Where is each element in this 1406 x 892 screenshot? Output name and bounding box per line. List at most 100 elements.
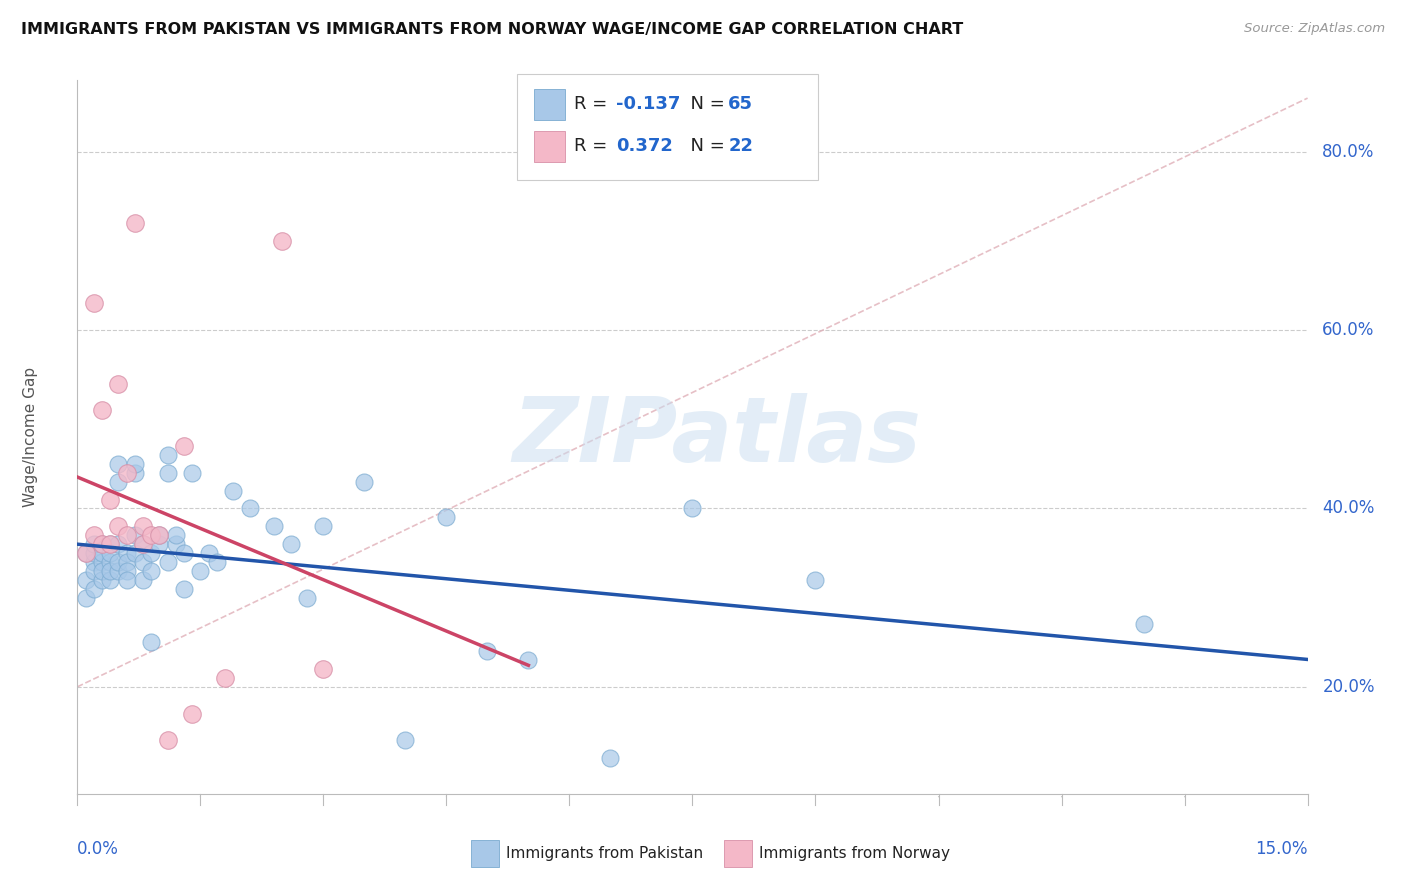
Text: 22: 22 <box>728 137 754 155</box>
Point <box>173 582 195 596</box>
Point <box>132 573 155 587</box>
Text: 60.0%: 60.0% <box>1323 321 1375 339</box>
Text: R =: R = <box>574 95 613 113</box>
Point <box>165 537 187 551</box>
Point <box>75 591 97 605</box>
Point <box>239 501 262 516</box>
Point <box>83 528 105 542</box>
Point <box>90 555 114 569</box>
Point <box>90 403 114 417</box>
Point <box>181 466 204 480</box>
Text: 0.372: 0.372 <box>616 137 672 155</box>
Point <box>124 546 146 560</box>
Point <box>90 564 114 578</box>
Point <box>115 546 138 560</box>
Point <box>222 483 245 498</box>
Text: 15.0%: 15.0% <box>1256 840 1308 858</box>
Point <box>682 501 704 516</box>
Point <box>312 662 335 676</box>
Point <box>124 216 146 230</box>
Point <box>107 457 129 471</box>
Text: N =: N = <box>679 95 731 113</box>
Point <box>83 582 105 596</box>
Point <box>436 510 458 524</box>
Point <box>75 546 97 560</box>
Point <box>98 555 121 569</box>
Text: R =: R = <box>574 137 613 155</box>
Point <box>107 376 129 391</box>
Point <box>214 671 236 685</box>
Point <box>205 555 228 569</box>
Text: Immigrants from Pakistan: Immigrants from Pakistan <box>506 847 703 861</box>
Point <box>90 537 114 551</box>
Point <box>98 564 121 578</box>
Point <box>98 537 121 551</box>
Point <box>280 537 302 551</box>
Point <box>1132 617 1154 632</box>
Point <box>295 591 318 605</box>
Point <box>98 492 121 507</box>
Point <box>173 439 195 453</box>
Point <box>141 635 163 649</box>
Text: IMMIGRANTS FROM PAKISTAN VS IMMIGRANTS FROM NORWAY WAGE/INCOME GAP CORRELATION C: IMMIGRANTS FROM PAKISTAN VS IMMIGRANTS F… <box>21 22 963 37</box>
Point <box>115 466 138 480</box>
Point <box>132 555 155 569</box>
Point <box>115 555 138 569</box>
Point <box>188 564 212 578</box>
Text: Wage/Income Gap: Wage/Income Gap <box>22 367 38 508</box>
Point <box>599 751 621 765</box>
Point <box>132 519 155 533</box>
Point <box>90 537 114 551</box>
Point <box>90 573 114 587</box>
Point <box>173 546 195 560</box>
Point <box>132 537 155 551</box>
Point <box>156 448 179 462</box>
Point <box>83 296 105 310</box>
Point <box>98 537 121 551</box>
Point <box>124 466 146 480</box>
Point <box>107 555 129 569</box>
Point <box>477 644 499 658</box>
Point <box>165 528 187 542</box>
Point <box>75 546 97 560</box>
Point <box>141 546 163 560</box>
Point <box>156 466 179 480</box>
Point <box>107 537 129 551</box>
Point <box>107 475 129 489</box>
Point <box>804 573 827 587</box>
Point <box>271 234 294 248</box>
Point <box>75 573 97 587</box>
Point <box>124 528 146 542</box>
Point <box>124 457 146 471</box>
Point <box>83 546 105 560</box>
Point <box>90 546 114 560</box>
Point <box>83 555 105 569</box>
Point <box>115 564 138 578</box>
Text: 0.0%: 0.0% <box>77 840 120 858</box>
Point <box>263 519 285 533</box>
Point <box>141 564 163 578</box>
Text: N =: N = <box>679 137 731 155</box>
Point <box>83 564 105 578</box>
Text: 20.0%: 20.0% <box>1323 678 1375 696</box>
Point <box>312 519 335 533</box>
Text: 40.0%: 40.0% <box>1323 500 1375 517</box>
Point <box>115 528 138 542</box>
Text: 65: 65 <box>728 95 754 113</box>
Point <box>353 475 375 489</box>
Point <box>156 733 179 747</box>
Point <box>156 555 179 569</box>
Point <box>83 537 105 551</box>
Text: ZIPatlas: ZIPatlas <box>513 393 921 481</box>
Point <box>141 528 163 542</box>
Point <box>148 528 170 542</box>
Point <box>132 537 155 551</box>
Point <box>148 528 170 542</box>
Point <box>197 546 219 560</box>
Point <box>517 653 540 667</box>
Point <box>98 546 121 560</box>
Point <box>98 573 121 587</box>
Text: Source: ZipAtlas.com: Source: ZipAtlas.com <box>1244 22 1385 36</box>
Point <box>148 537 170 551</box>
Text: 80.0%: 80.0% <box>1323 143 1375 161</box>
